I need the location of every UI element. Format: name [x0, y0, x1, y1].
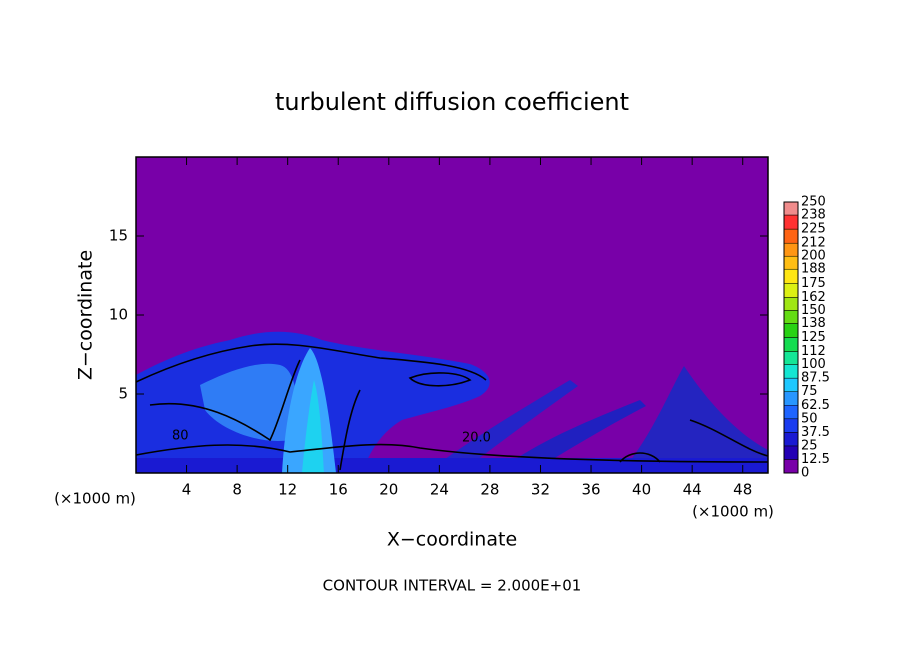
x-tick-label: 12: [278, 481, 297, 499]
contour-line: [339, 389, 361, 471]
colorbar-segment: [783, 377, 799, 392]
colorbar-segment: [783, 364, 799, 379]
colorbar-segment: [783, 310, 799, 324]
colorbar-label: 188: [801, 262, 826, 277]
contour-label: 20.0: [462, 431, 491, 446]
colorbar-segment: [783, 228, 799, 244]
contour-line: [689, 419, 769, 457]
colorbar-segment: [783, 459, 799, 474]
contour-field: 80 20.0: [135, 157, 769, 473]
colorbar-label: 175: [801, 276, 826, 291]
colorbar-segment: [783, 201, 799, 216]
colorbar-label: 12.5: [801, 452, 830, 467]
field-region: [620, 366, 768, 473]
colorbar-label: 212: [801, 236, 826, 251]
colorbar-frame: [783, 201, 799, 474]
contour-label: 80: [172, 429, 189, 444]
colorbar-label: 75: [801, 384, 818, 399]
x-tick-label: 48: [733, 481, 752, 499]
colorbar-label: 62.5: [801, 398, 830, 413]
field-region: [430, 380, 578, 473]
y-tick-label: 5: [118, 385, 128, 403]
colorbar-label: 37.5: [801, 425, 830, 440]
chart-title: turbulent diffusion coefficient: [275, 88, 629, 116]
x-tick-label: 36: [581, 481, 600, 499]
colorbar-label: 125: [801, 330, 826, 345]
x-tick-label: 24: [430, 481, 449, 499]
colorbar-label: 238: [801, 208, 826, 223]
colorbar-segment: [783, 323, 799, 338]
x-tick-label: 16: [329, 481, 348, 499]
colorbar-segment: [783, 391, 799, 406]
colorbar-label: 162: [801, 290, 826, 305]
field-region: [282, 348, 336, 473]
colorbar-segment: [783, 351, 799, 365]
colorbar-label: 225: [801, 222, 826, 237]
y-tick-label: 15: [109, 227, 128, 245]
colorbar-segment: [783, 432, 799, 447]
colorbar-label: 250: [801, 195, 826, 210]
x-tick-label: 32: [531, 481, 550, 499]
colorbar-segment: [783, 405, 799, 420]
colorbar-segment: [783, 337, 799, 352]
field-region: [136, 458, 768, 473]
colorbar-segment: [783, 445, 799, 460]
x-tick-label: 28: [480, 481, 499, 499]
colorbar-label: 112: [801, 344, 826, 359]
x-tick-label: 44: [683, 481, 702, 499]
y-tick-label: 10: [109, 306, 128, 324]
colorbar-segment: [783, 268, 799, 284]
x-unit-label: (×1000 m): [54, 490, 136, 508]
x-tick-label: 8: [232, 481, 242, 499]
colorbar-segment: [783, 297, 799, 311]
colorbar-label: 150: [801, 303, 826, 318]
colorbar-label: 87.5: [801, 371, 830, 386]
contour-line: [408, 372, 472, 387]
colorbar-segment: [783, 255, 799, 270]
colorbar-label: 100: [801, 357, 826, 372]
colorbar-segment: [783, 283, 799, 298]
field-region: [500, 400, 646, 473]
contour-line: [619, 452, 661, 463]
colorbar-label: 200: [801, 249, 826, 264]
x-unit-label: (×1000 m): [692, 503, 774, 521]
colorbar-segment: [783, 418, 799, 433]
colorbar-label: 0: [801, 466, 809, 481]
contour-line: [135, 343, 487, 383]
colorbar-segment: [783, 214, 799, 230]
colorbar-label: 138: [801, 316, 826, 331]
contour-line: [149, 359, 301, 442]
x-tick-label: 4: [182, 481, 192, 499]
colorbar-segment: [783, 242, 799, 257]
y-axis-label: Z−coordinate: [75, 250, 97, 380]
contour-line: [135, 443, 769, 463]
colorbar-label: 25: [801, 438, 818, 453]
footnote: CONTOUR INTERVAL = 2.000E+01: [323, 577, 582, 595]
field-region: [200, 363, 297, 441]
x-tick-label: 20: [379, 481, 398, 499]
x-tick-label: 40: [632, 481, 651, 499]
colorbar-label: 50: [801, 411, 818, 426]
x-axis-label: X−coordinate: [387, 529, 517, 551]
